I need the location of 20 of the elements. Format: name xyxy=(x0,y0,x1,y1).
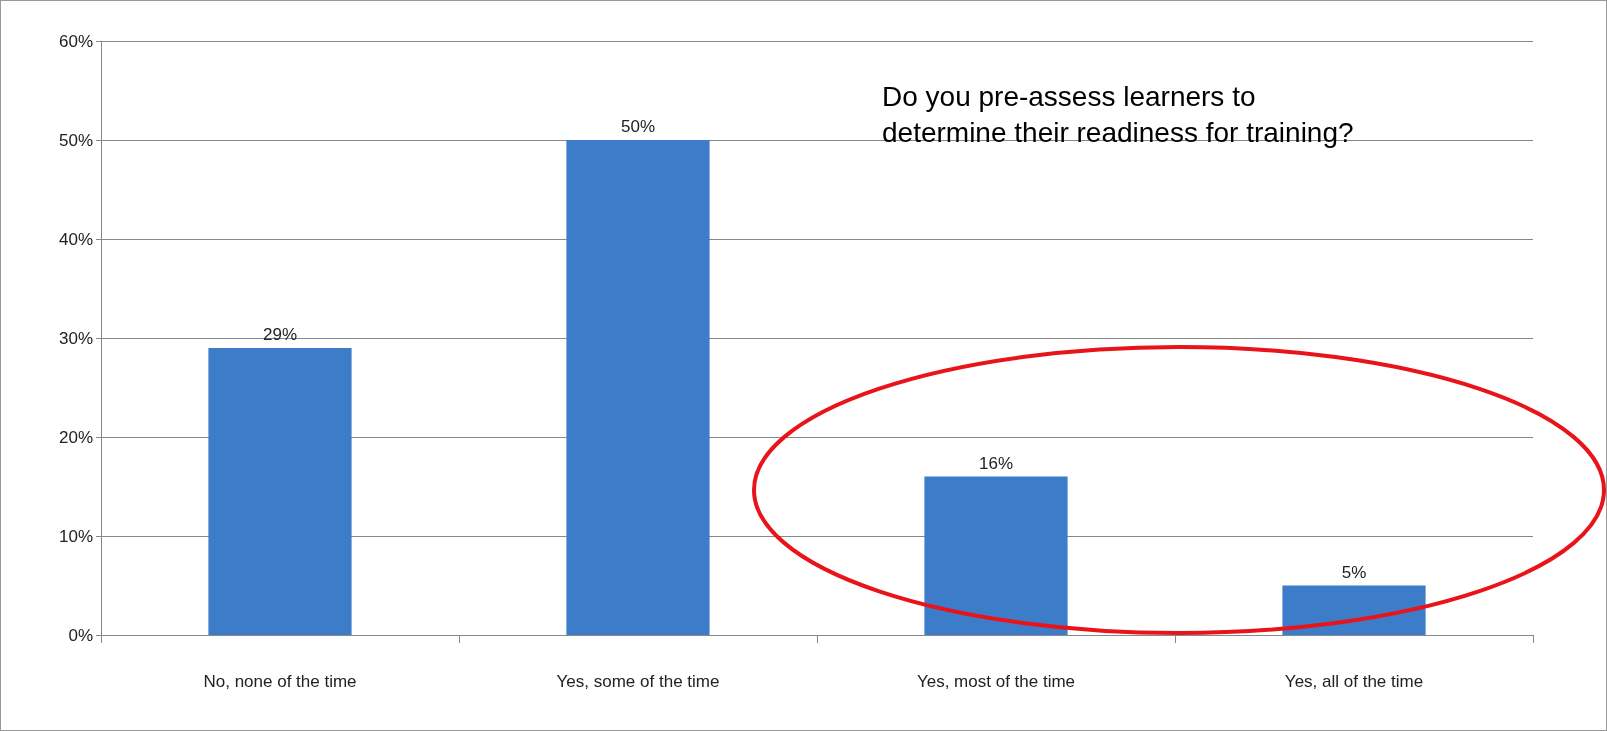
y-tick-label: 10% xyxy=(58,526,93,546)
y-tick-label: 50% xyxy=(58,130,93,150)
y-tick-label: 20% xyxy=(58,427,93,447)
y-tick-label: 40% xyxy=(58,229,93,249)
y-tick-label: 0% xyxy=(68,625,93,645)
x-tick-label: Yes, most of the time xyxy=(916,672,1076,691)
y-tick-label: 60% xyxy=(58,31,93,51)
bar xyxy=(208,347,352,635)
bar xyxy=(566,140,710,635)
text: Do you pre-assess learners to determine their readiness for training? xyxy=(882,80,1354,148)
bar xyxy=(1282,585,1426,635)
x-tick-label: No, none of the time xyxy=(203,672,357,691)
x-tick-label: Yes, some of the time xyxy=(556,672,720,691)
y-tick-label: 30% xyxy=(58,328,93,348)
data-label: 29% xyxy=(262,324,298,344)
bar xyxy=(924,476,1068,635)
data-label: 16% xyxy=(978,453,1014,473)
x-tick-label: Yes, all of the time xyxy=(1284,672,1424,691)
data-label: 50% xyxy=(620,117,656,136)
data-label: 5% xyxy=(1341,562,1367,582)
